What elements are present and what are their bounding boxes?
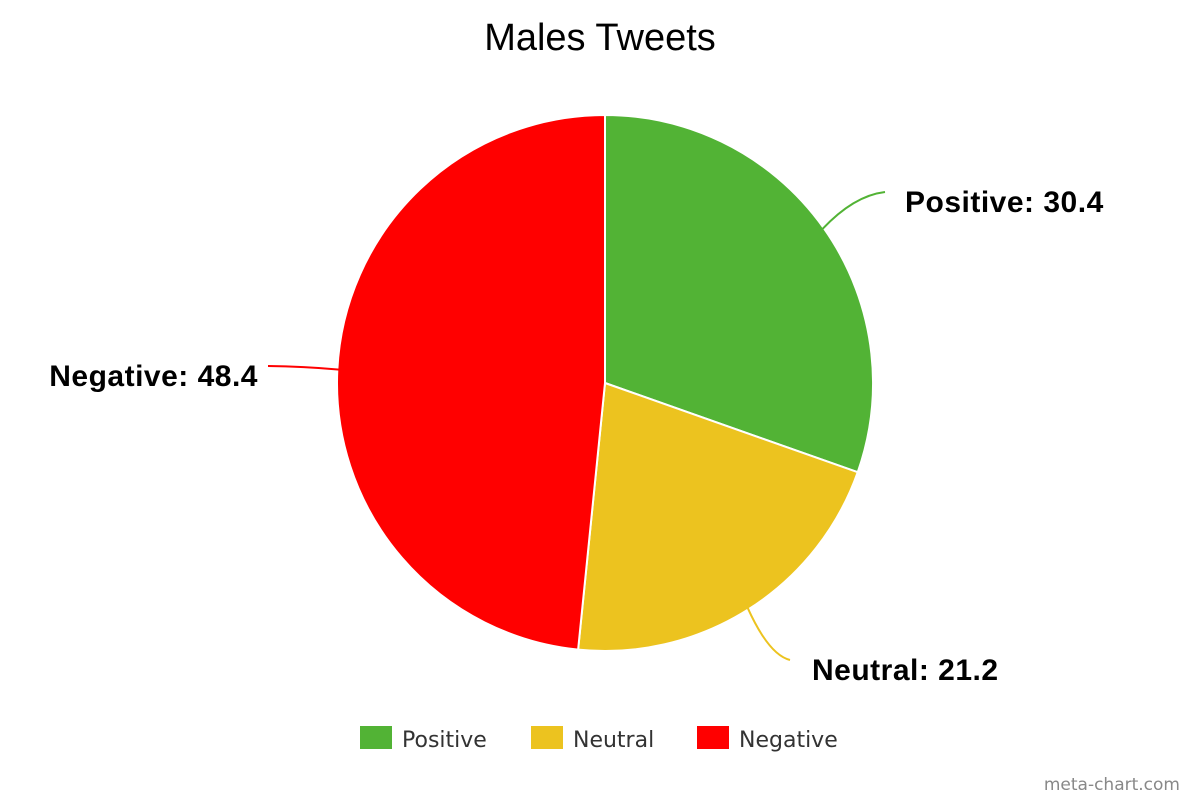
leader-line-neutral xyxy=(746,607,791,661)
legend-swatch-negative xyxy=(697,726,729,749)
legend-item-neutral[interactable]: Neutral xyxy=(531,726,654,753)
data-label-neutral: Neutral: 21.2 xyxy=(812,654,999,687)
pie-slices xyxy=(335,113,874,652)
chart-title: Males Tweets xyxy=(484,17,716,59)
leader-line-negative xyxy=(267,365,340,371)
data-label-negative: Negative: 48.4 xyxy=(49,360,258,393)
legend-item-positive[interactable]: Positive xyxy=(360,726,487,753)
legend: Positive Neutral Negative xyxy=(360,726,838,753)
leader-line-positive xyxy=(821,191,886,231)
legend-label-neutral: Neutral xyxy=(573,728,654,753)
legend-label-negative: Negative xyxy=(739,728,838,753)
legend-item-negative[interactable]: Negative xyxy=(697,726,838,753)
legend-swatch-positive xyxy=(360,726,392,749)
legend-swatch-neutral xyxy=(531,726,563,749)
data-labels: Positive: 30.4 Neutral: 21.2 Negative: 48.… xyxy=(49,186,1104,687)
legend-label-positive: Positive xyxy=(402,728,487,753)
pie-slice-negative[interactable] xyxy=(335,113,606,651)
label-leaders xyxy=(267,191,886,661)
data-label-positive: Positive: 30.4 xyxy=(905,186,1104,219)
credit-text[interactable]: meta-chart.com xyxy=(1044,775,1180,795)
